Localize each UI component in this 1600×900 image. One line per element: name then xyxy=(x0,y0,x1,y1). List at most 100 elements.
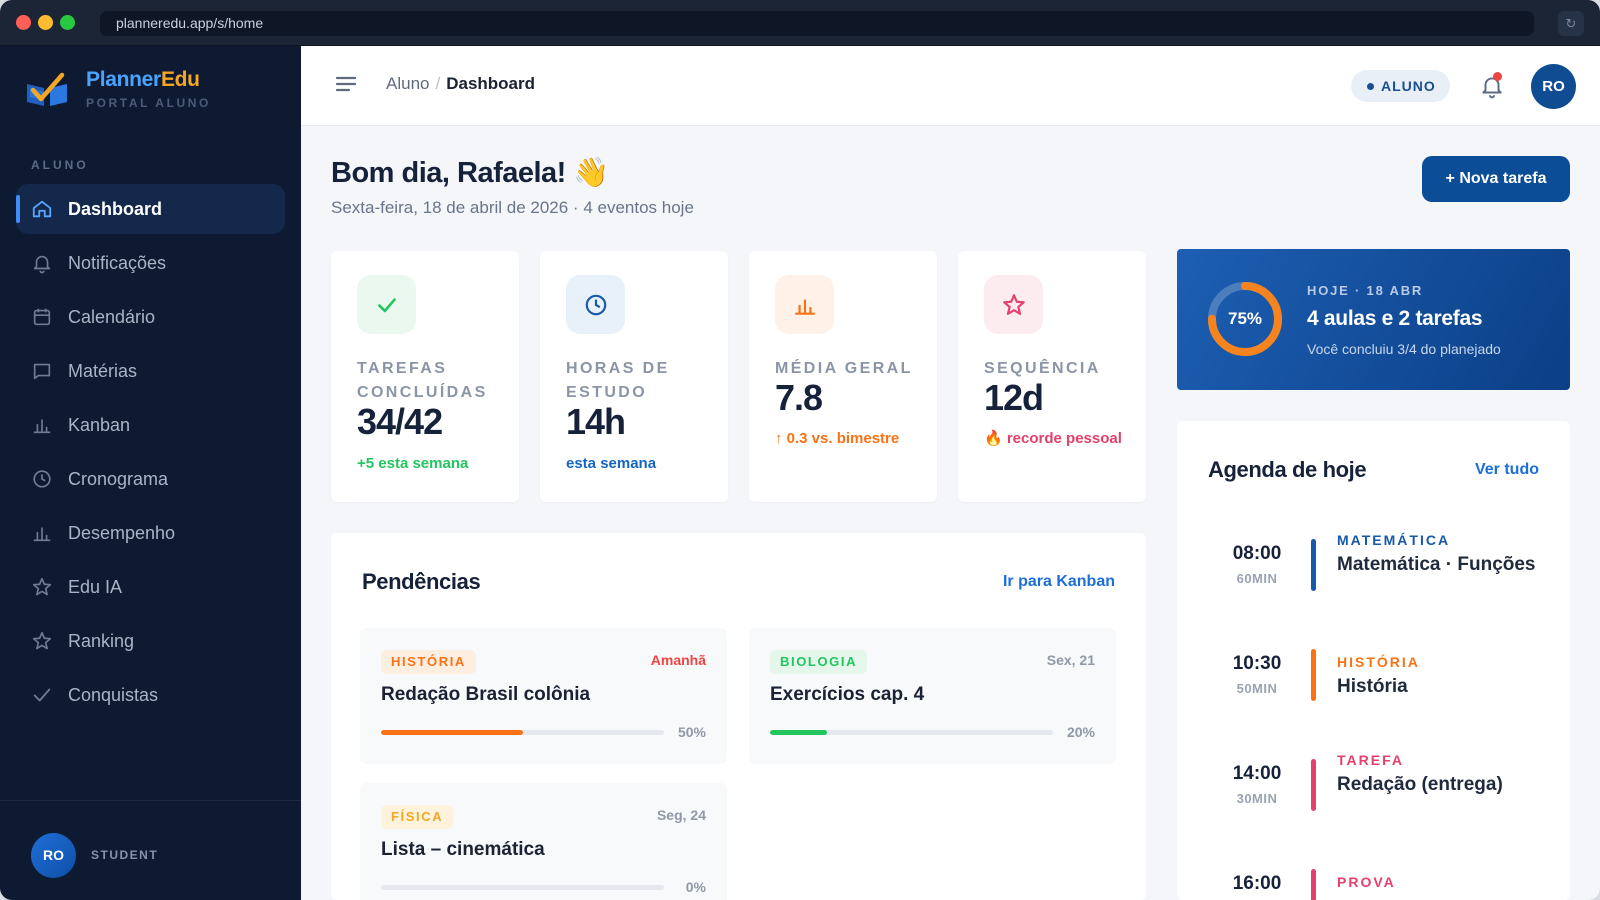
avatar[interactable]: RO xyxy=(31,833,76,878)
event-color-bar xyxy=(1311,759,1316,811)
task-card[interactable]: HISTÓRIA Amanhã Redação Brasil colônia 5… xyxy=(360,628,727,764)
event-time: 16:00 xyxy=(1232,873,1282,894)
sidebar-item-label: Matérias xyxy=(68,360,138,381)
window-close-button[interactable] xyxy=(16,15,31,30)
sidebar-item-dashboard[interactable]: Dashboard xyxy=(16,184,285,234)
menu-icon[interactable] xyxy=(335,75,357,93)
task-progress-bar xyxy=(381,730,664,735)
breadcrumb-parent[interactable]: Aluno xyxy=(386,74,430,93)
stat-card-sequencia: SEQUÊNCIA 12d 🔥 recorde pessoal xyxy=(958,251,1146,502)
sidebar-item-label: Cronograma xyxy=(68,468,169,489)
stat-note: +5 esta semana xyxy=(357,455,469,472)
view-all-link[interactable]: Ver tudo xyxy=(1474,461,1539,478)
bar-chart-icon xyxy=(33,527,51,542)
event-category: PROVA xyxy=(1337,874,1396,890)
sidebar-item-conquistas[interactable]: Conquistas xyxy=(16,670,285,720)
task-card[interactable]: BIOLOGIA Sex, 21 Exercícios cap. 4 20% xyxy=(749,628,1116,764)
task-progress-label: 50% xyxy=(677,724,706,740)
sidebar-item-cronograma[interactable]: Cronograma xyxy=(16,454,285,504)
task-tag: HISTÓRIA xyxy=(381,650,476,674)
today-subtitle: Você concluiu 3/4 do planejado xyxy=(1307,341,1501,357)
event-color-bar xyxy=(1311,649,1316,701)
top-header: Aluno / Dashboard ALUNO RO xyxy=(301,46,1600,126)
user-role: STUDENT xyxy=(91,848,159,862)
notification-dot xyxy=(1493,72,1502,81)
check-icon xyxy=(357,275,416,334)
bar-chart-icon xyxy=(775,275,834,334)
calendar-icon xyxy=(33,308,51,326)
sidebar-item-ranking[interactable]: Ranking xyxy=(16,616,285,666)
agenda-panel: Agenda de hoje Ver tudo 08:00 60MIN MATE… xyxy=(1177,421,1570,900)
agenda-title: Agenda de hoje xyxy=(1208,457,1367,482)
reload-icon[interactable]: ↻ xyxy=(1558,11,1584,36)
sidebar-item-label: Calendário xyxy=(68,306,156,327)
sidebar-item-calendario[interactable]: Calendário xyxy=(16,292,285,342)
stat-label: MÉDIA GERAL xyxy=(775,360,913,377)
stat-label: SEQUÊNCIA xyxy=(984,360,1101,377)
sidebar-item-materias[interactable]: Matérias xyxy=(16,346,285,396)
task-progress-label: 20% xyxy=(1066,724,1095,740)
pending-title: Pendências xyxy=(362,569,481,594)
task-tag: FÍSICA xyxy=(381,805,454,829)
window-maximize-button[interactable] xyxy=(60,15,75,30)
event-time: 10:30 xyxy=(1232,653,1282,674)
progress-ring xyxy=(1208,282,1282,356)
pending-panel: Pendências Ir para Kanban HISTÓRIA Amanh… xyxy=(331,533,1146,900)
event-category: MATEMÁTICA xyxy=(1337,532,1451,548)
home-icon xyxy=(32,200,52,218)
kanban-link[interactable]: Ir para Kanban xyxy=(1002,573,1115,590)
page-title: Bom dia, Rafaela! 👋 xyxy=(331,157,610,189)
sidebar: PlannerEdu PORTAL ALUNO ALUNO Dashboard … xyxy=(0,46,301,900)
sidebar-item-kanban[interactable]: Kanban xyxy=(16,400,285,450)
sidebar-item-label: Conquistas xyxy=(68,684,159,705)
avatar[interactable]: RO xyxy=(1531,64,1576,109)
event-duration: 50MIN xyxy=(1236,681,1278,696)
stat-card-media: MÉDIA GERAL 7.8 ↑ 0.3 vs. bimestre xyxy=(749,251,937,502)
bar-chart-icon xyxy=(33,419,51,434)
task-progress-label: 0% xyxy=(685,879,706,895)
task-progress-bar xyxy=(381,885,664,890)
task-title: Exercícios cap. 4 xyxy=(770,684,925,705)
window-minimize-button[interactable] xyxy=(38,15,53,30)
task-progress-bar xyxy=(770,730,1053,735)
bell-icon xyxy=(33,255,51,274)
book-icon xyxy=(33,363,51,380)
today-summary-card[interactable]: 75% HOJE · 18 ABR 4 aulas e 2 tarefas Vo… xyxy=(1177,249,1570,390)
sidebar-item-label: Desempenho xyxy=(68,522,176,543)
event-time: 14:00 xyxy=(1232,763,1282,784)
stat-card-horas: HORAS DE ESTUDO 14h esta semana xyxy=(540,251,728,502)
stat-card-tarefas: TAREFAS CONCLUÍDAS 34/42 +5 esta semana xyxy=(331,251,519,502)
task-due: Seg, 24 xyxy=(656,807,706,823)
stat-note: 🔥 recorde pessoal xyxy=(984,430,1122,447)
check-icon xyxy=(33,688,51,702)
clock-icon xyxy=(33,470,51,488)
sidebar-nav: Dashboard Notificações Calendário Matéri… xyxy=(16,184,285,724)
stat-note: esta semana xyxy=(566,455,657,472)
event-duration: 60MIN xyxy=(1236,571,1278,586)
sidebar-item-edu-ia[interactable]: Edu IA xyxy=(16,562,285,612)
task-due: Amanhã xyxy=(650,652,706,668)
event-name: História xyxy=(1337,676,1408,697)
brand-name: PlannerEdu xyxy=(86,68,200,91)
sidebar-section-label: ALUNO xyxy=(31,158,89,172)
new-task-button[interactable]: + Nova tarefa xyxy=(1422,156,1570,202)
event-duration: 30MIN xyxy=(1236,791,1278,806)
task-card[interactable]: FÍSICA Seg, 24 Lista – cinemática 0% xyxy=(360,783,727,900)
task-due: Sex, 21 xyxy=(1046,652,1095,668)
sidebar-item-notificacoes[interactable]: Notificações xyxy=(16,238,285,288)
event-name: Redação (entrega) xyxy=(1337,774,1503,795)
today-eyebrow: HOJE · 18 ABR xyxy=(1307,283,1424,298)
stat-note: ↑ 0.3 vs. bimestre xyxy=(775,430,900,447)
sidebar-item-label: Ranking xyxy=(68,630,135,651)
stat-label: TAREFAS CONCLUÍDAS xyxy=(357,360,488,401)
sidebar-item-desempenho[interactable]: Desempenho xyxy=(16,508,285,558)
address-bar[interactable]: planneredu.app/s/home xyxy=(100,11,1534,36)
event-category: TAREFA xyxy=(1337,752,1404,768)
breadcrumb-separator: / xyxy=(435,74,441,93)
sidebar-item-label: Edu IA xyxy=(68,576,123,597)
event-category: HISTÓRIA xyxy=(1337,654,1420,670)
event-color-bar xyxy=(1311,539,1316,591)
sidebar-item-label: Dashboard xyxy=(68,198,163,219)
star-icon xyxy=(32,577,52,596)
stat-value: 34/42 xyxy=(357,401,443,442)
